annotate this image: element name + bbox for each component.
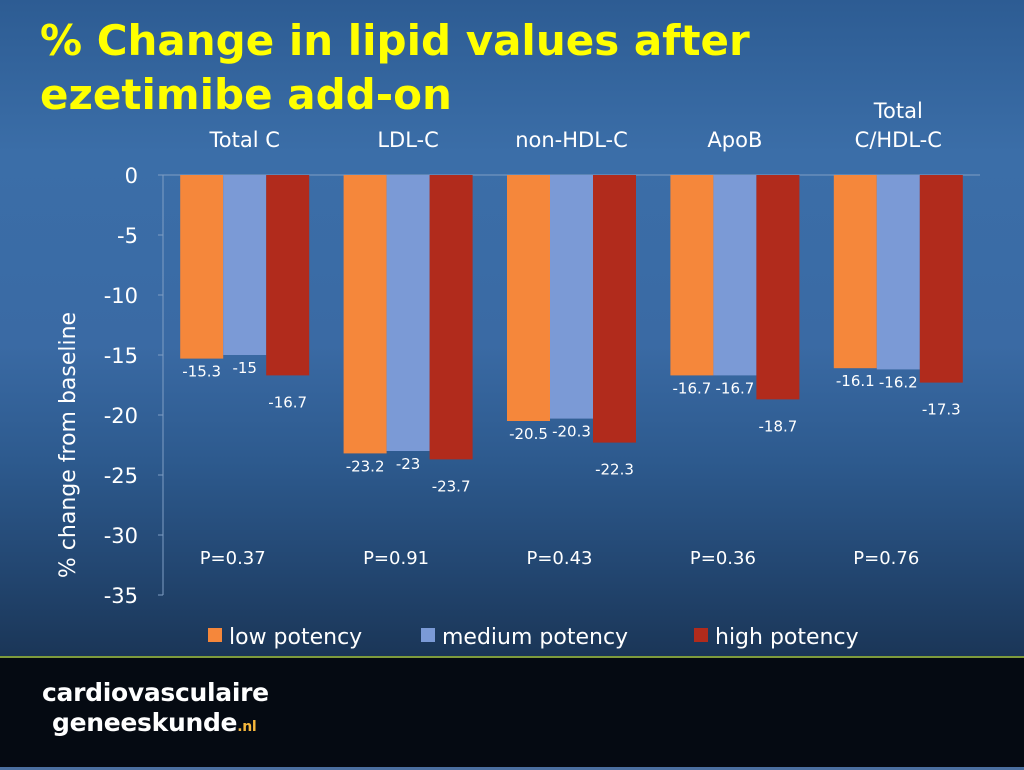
y-tick-label: -5 [117,224,138,248]
title-line-2: ezetimibe add-on [40,70,452,119]
y-tick-label: -35 [104,584,138,608]
bar [507,175,550,421]
bar [833,175,877,369]
legend-label: medium potency [442,625,628,650]
p-value-label: P=0.36 [690,548,756,569]
bar [343,175,387,454]
category-label: ApoB [707,128,762,152]
title-line-1: % Change in lipid values after [40,16,750,65]
legend-swatch [208,628,222,642]
logo-line-1: cardiovasculaire [42,678,269,707]
y-tick-label: 0 [125,164,138,188]
bar-chart: 0 -5 -10 -15 -20 -25 -30 -35 % change from basel… [56,99,980,650]
logo-tld: .nl [237,719,257,735]
slide-title: % Change in lipid values after ezetimibe… [40,14,750,122]
p-value-label: P=0.76 [853,548,919,569]
bar [266,175,310,376]
legend-label: high potency [715,625,859,650]
data-label: -23 [396,455,421,473]
data-label: -16.7 [268,393,307,411]
bar [876,175,920,370]
bar [593,175,636,443]
bar [180,175,224,359]
footer: cardiovasculaire geneeskunde.nl [0,656,1024,770]
logo: cardiovasculaire geneeskunde.nl [42,678,269,742]
bar [713,175,757,376]
logo-word: geneeskunde [52,708,238,737]
data-label: -20.5 [509,425,548,443]
bar [550,175,593,419]
data-label: -16.1 [836,372,875,390]
category-label: LDL-C [377,128,438,152]
data-label: -16.2 [879,373,918,391]
data-label: -20.3 [552,423,591,441]
data-label: -17.3 [922,401,961,419]
legend-label: low potency [229,625,362,650]
category-label: C/HDL-C [855,128,942,152]
bar [919,175,963,383]
y-tick-label: -25 [104,464,138,488]
data-label: -15 [232,359,257,377]
p-value-label: P=0.43 [526,548,592,569]
y-axis-label: % change from baseline [56,312,81,578]
data-label: -15.3 [182,363,221,381]
data-label: -23.2 [346,457,385,475]
y-tick-label: -20 [104,404,138,428]
data-label: -23.7 [432,477,471,495]
data-label: -16.7 [672,379,711,397]
bar [223,175,267,355]
p-value-label: P=0.91 [363,548,429,569]
bar [670,175,714,376]
p-value-label: P=0.37 [200,548,266,569]
bar [386,175,430,451]
data-label: -18.7 [758,417,797,435]
y-tick-label: -10 [104,284,138,308]
legend-swatch [421,628,435,642]
category-label: Total [873,99,923,123]
y-tick-label: -30 [104,524,138,548]
legend-swatch [694,628,708,642]
category-label: Total C [209,128,280,152]
data-label: -16.7 [715,379,754,397]
logo-line-2: geneeskunde.nl [52,708,269,742]
y-tick-label: -15 [104,344,138,368]
data-label: -22.3 [595,461,634,479]
bar [756,175,800,400]
bar [429,175,473,460]
category-label: non-HDL-C [515,128,628,152]
